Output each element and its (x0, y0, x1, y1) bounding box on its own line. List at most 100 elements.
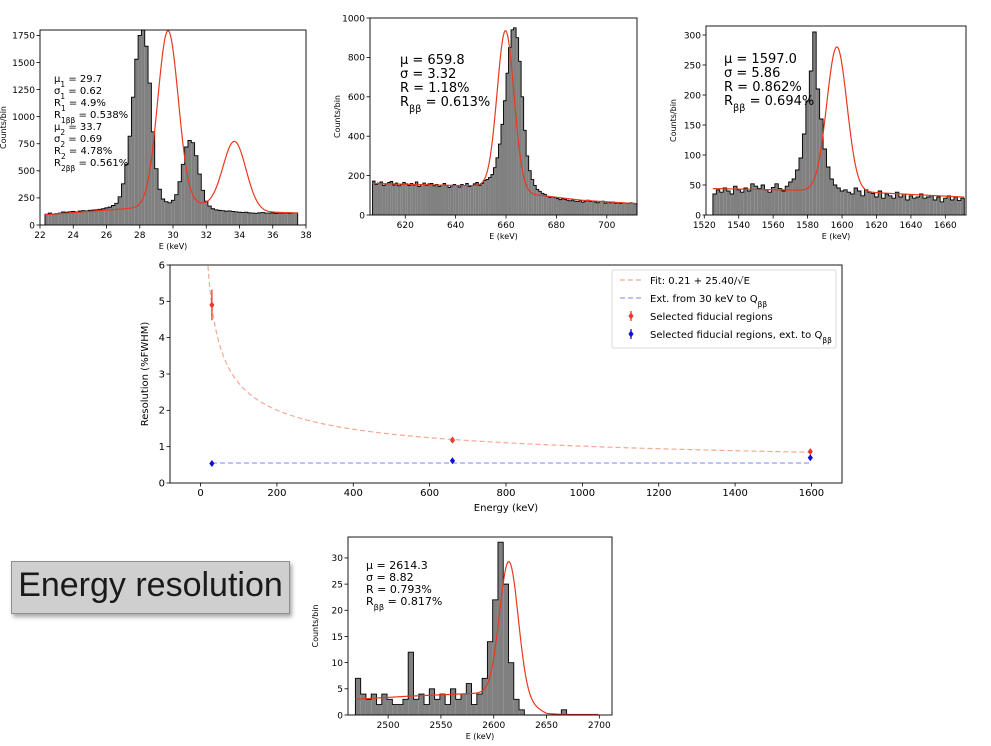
x-tick-label: 800 (496, 488, 515, 499)
histogram-bar (805, 101, 810, 215)
x-tick-label: 30 (167, 231, 179, 241)
histogram-bar (480, 183, 484, 215)
histogram-bar (526, 155, 529, 215)
histogram-bar (372, 181, 376, 215)
y-tick-label: 15 (332, 633, 343, 643)
histogram-bar (513, 699, 520, 715)
histogram-bar (376, 704, 382, 715)
data-point (449, 436, 456, 444)
histogram-bar (422, 183, 426, 215)
fit-curve (207, 265, 812, 453)
histogram-bar (98, 209, 102, 225)
histogram-bar (482, 678, 488, 715)
histogram-bar (614, 203, 617, 215)
histogram-bar (415, 181, 418, 215)
histogram-bar (740, 192, 744, 215)
legend: Fit: 0.21 + 25.40/√E Ext. from 30 keV to … (611, 269, 837, 349)
histogram-bar (546, 196, 549, 215)
histogram-bar (508, 47, 512, 215)
histogram-bar (124, 164, 129, 225)
data-point (209, 301, 215, 309)
histogram-bar (271, 212, 275, 225)
histogram-bar (443, 183, 446, 215)
x-tick-label: 28 (134, 231, 146, 241)
fit-annotation: R1ββ = 0.538% (54, 110, 128, 125)
histogram-bar (922, 198, 927, 215)
histogram-bar (953, 197, 958, 215)
histogram-bar (101, 208, 105, 225)
histogram-bar (471, 704, 477, 715)
histogram-bar (468, 186, 471, 215)
histogram-bar (108, 207, 112, 225)
histogram-bar (291, 213, 295, 225)
x-axis-label: Energy (keV) (474, 503, 539, 514)
data-point (209, 459, 215, 467)
histogram-bar (609, 202, 612, 215)
histogram-bar (601, 201, 605, 215)
histogram-bar (792, 179, 796, 215)
x-tick-label: 620 (397, 221, 414, 231)
histogram-bar (184, 147, 188, 225)
x-tick-label: 22 (34, 231, 45, 241)
x-tick-label: 1560 (762, 221, 785, 231)
histogram-bar (284, 212, 288, 225)
histogram-bar (177, 181, 182, 225)
histogram-bar (128, 136, 132, 225)
fit-curve (44, 29, 298, 216)
histogram-bar (231, 211, 235, 225)
histogram-bar (138, 35, 142, 225)
y-tick-label: 4 (159, 333, 165, 344)
histogram-bar (294, 213, 298, 225)
histogram-bar (490, 174, 494, 215)
histogram-bar (764, 189, 768, 215)
histogram-bar (417, 186, 421, 215)
y-tick-label: 1500 (12, 59, 35, 69)
energy-resolution-text: Energy resolution (18, 566, 283, 604)
histogram-bar (624, 203, 627, 215)
histogram-bar (111, 205, 115, 225)
x-tick-label: 1000 (570, 488, 595, 499)
fit-annotation: μ = 2614.3 (366, 559, 428, 572)
y-tick-label: 300 (684, 31, 701, 41)
p2-frame (369, 17, 638, 216)
histogram-bar (118, 196, 122, 225)
legend-entry: Selected fiducial regions, ext. to Qββ (650, 330, 832, 345)
y-tick-label: 600 (348, 93, 365, 103)
histogram-bar (795, 170, 799, 215)
histogram-bar (836, 188, 841, 215)
histogram-bar (277, 212, 282, 225)
histogram-bar (947, 195, 951, 215)
histogram-bar (88, 210, 92, 225)
fit-curve (355, 560, 599, 716)
x-tick-label: 400 (344, 488, 363, 499)
histogram-bar (767, 192, 772, 215)
y-tick-label: 1250 (12, 86, 35, 96)
fit-annotation: σ1 = 0.62 (54, 86, 102, 101)
y-tick-label: 250 (18, 194, 35, 204)
histogram-bar (68, 211, 72, 225)
x-tick-label: 1660 (934, 221, 957, 231)
histogram-bar (455, 699, 461, 715)
histogram-bar (867, 192, 872, 215)
x-tick-label: 1580 (796, 221, 819, 231)
histogram-bar (584, 201, 587, 215)
histogram-bar (543, 194, 547, 215)
histogram-bar (478, 185, 481, 215)
histogram-bar (498, 144, 501, 215)
x-tick-label: 1520 (693, 221, 716, 231)
histogram-bar (940, 201, 944, 215)
histogram-bar (736, 189, 741, 215)
histogram-bar (568, 200, 572, 215)
histogram-bar (191, 142, 195, 225)
histogram-bar (840, 191, 844, 215)
histogram-bar (475, 182, 479, 215)
histogram-bar (909, 195, 913, 215)
histogram-bar (538, 191, 542, 215)
histogram-bar (466, 683, 472, 715)
y-tick-label: 400 (348, 133, 365, 143)
histogram-bar (267, 213, 272, 225)
histogram-bar (181, 164, 185, 225)
histogram-bar (936, 197, 941, 215)
histogram-bar (536, 189, 539, 215)
histogram-bar (774, 183, 779, 215)
